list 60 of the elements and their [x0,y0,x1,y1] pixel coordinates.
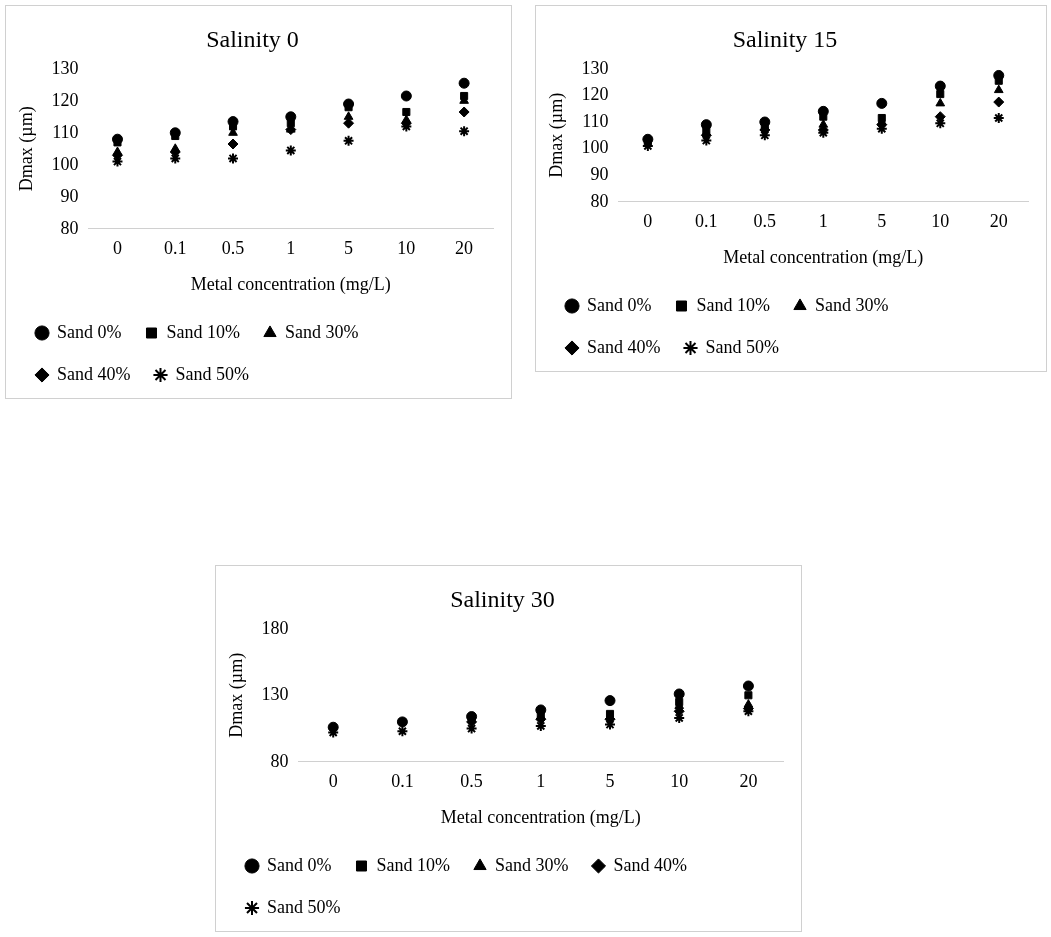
x-axis-title: Metal concentration (mg/L) [723,246,924,268]
legend-label: Sand 30% [494,854,569,875]
x-tick-label: 0.5 [753,211,777,232]
legend-label: Sand 50% [705,336,779,357]
x-tick-label: 1 [286,238,296,259]
y-tick-label: 100 [581,137,609,158]
legend-label: Sand 10% [376,854,450,875]
legend-label: Sand 10% [166,321,240,342]
x-tick-label: 0.1 [695,211,718,232]
legend-label: Sand 0% [587,294,652,315]
chart-title: Salinity 15 [732,25,838,52]
y-tick-label: 80 [60,217,79,238]
x-tick-label: 1 [818,211,828,232]
y-tick-label: 90 [590,163,609,184]
x-tick-label: 1 [536,771,546,792]
x-tick-label: 5 [605,771,615,792]
x-tick-label: 5 [877,211,887,232]
x-tick-label: 20 [989,211,1008,232]
y-tick-label: 110 [582,110,609,131]
legend-label: Sand 50% [267,896,341,917]
chart-title: Salinity 0 [206,25,299,52]
y-axis-title: Dmax (µm) [545,92,567,178]
x-tick-label: 20 [739,771,758,792]
y-tick-label: 130 [261,684,289,705]
x-tick-label: 0.1 [164,238,187,259]
x-tick-label: 0.5 [221,238,245,259]
y-tick-label: 80 [270,750,289,771]
x-tick-label: 20 [455,238,474,259]
x-tick-label: 0 [112,238,122,259]
y-tick-label: 130 [51,57,79,78]
legend-label: Sand 50% [175,363,249,384]
legend-label: Sand 40% [613,854,687,875]
y-tick-label: 130 [581,57,609,78]
legend-label: Sand 30% [814,294,889,315]
x-tick-label: 0.5 [460,771,483,792]
x-tick-label: 5 [344,238,354,259]
y-tick-label: 90 [60,185,79,206]
legend-label: Sand 10% [696,294,770,315]
y-axis-title: Dmax (µm) [225,652,247,738]
chart-title: Salinity 30 [450,585,555,612]
y-tick-label: 180 [261,617,289,638]
x-tick-label: 10 [397,238,416,259]
x-tick-label: 0 [643,211,653,232]
legend-label: Sand 30% [284,321,359,342]
y-tick-label: 100 [51,153,79,174]
legend-label: Sand 40% [57,363,131,384]
x-axis-title: Metal concentration (mg/L) [440,806,641,828]
x-tick-label: 10 [931,211,950,232]
y-tick-label: 110 [52,121,79,142]
y-tick-label: 80 [590,190,609,211]
x-axis-title: Metal concentration (mg/L) [190,273,391,295]
y-tick-label: 120 [51,89,79,110]
y-tick-label: 120 [581,84,609,105]
x-tick-label: 10 [670,771,689,792]
legend-label: Sand 40% [587,336,661,357]
y-axis-title: Dmax (µm) [15,106,37,192]
legend-label: Sand 0% [267,854,332,875]
x-tick-label: 0 [328,771,338,792]
x-tick-label: 0.1 [391,771,414,792]
legend-label: Sand 0% [57,321,122,342]
